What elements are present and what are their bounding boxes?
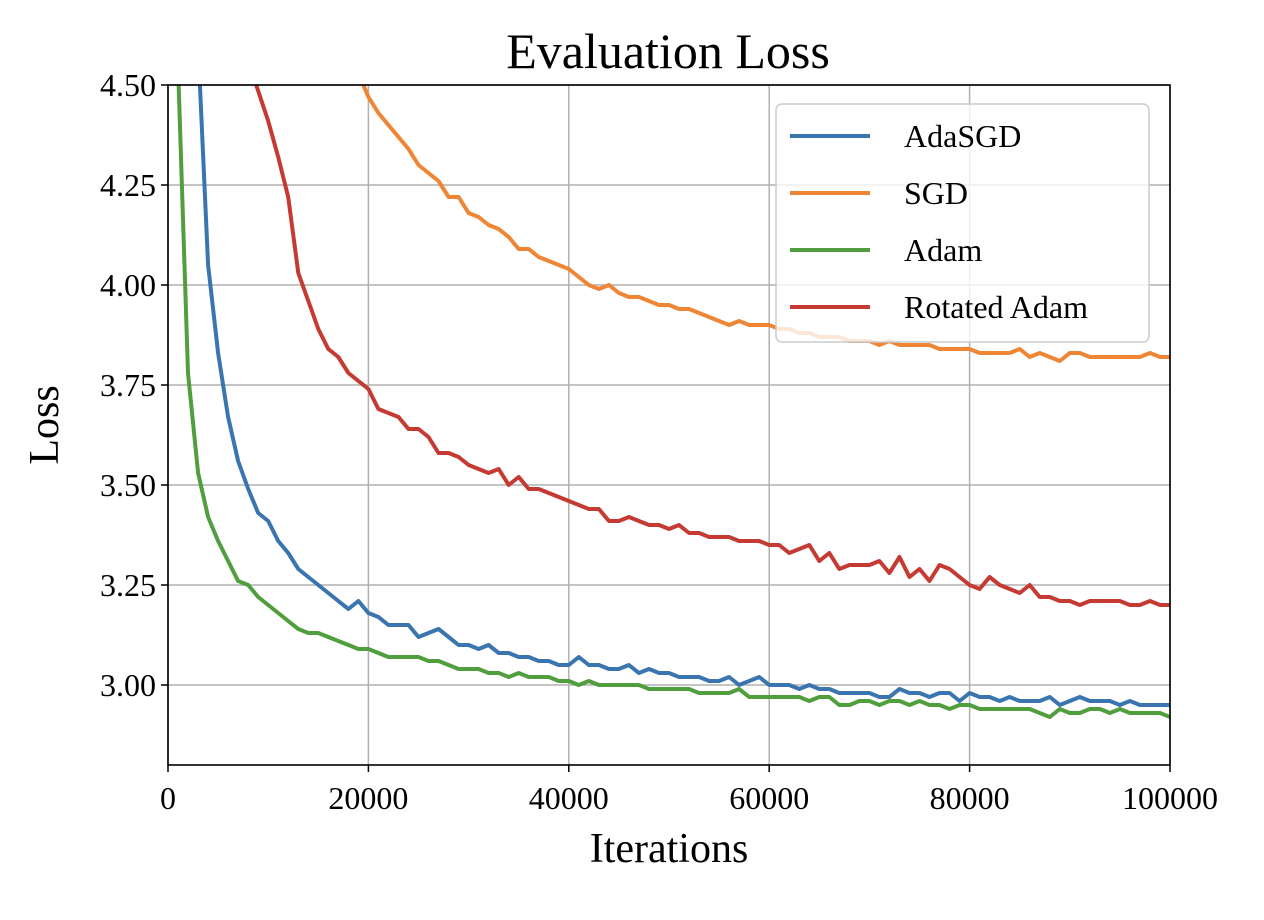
y-tick-label: 3.75	[100, 367, 156, 403]
y-tick-label: 3.25	[100, 567, 156, 603]
series-line-rotated-adam	[254, 85, 1170, 607]
legend-box	[775, 103, 1150, 343]
y-tick-label: 4.50	[100, 67, 156, 103]
x-axis-label: Iterations	[590, 826, 749, 872]
x-tick-label: 100000	[1122, 780, 1218, 816]
chart-title: Evaluation Loss	[506, 23, 830, 79]
legend-label-adam: Adam	[904, 232, 982, 268]
x-tick-label: 20000	[328, 780, 408, 816]
y-tick-label: 3.00	[100, 667, 156, 703]
y-tick-label: 3.50	[100, 467, 156, 503]
y-tick-label: 4.25	[100, 167, 156, 203]
series-layer	[176, 85, 1170, 720]
legend: AdaSGD SGD Adam Rotated Adam	[775, 103, 1150, 343]
series-line-adam	[176, 85, 1170, 720]
x-tick-label: 0	[160, 780, 176, 816]
x-tick-label: 80000	[930, 780, 1010, 816]
series-line-sgd	[361, 85, 1170, 363]
x-tick-label: 40000	[529, 780, 609, 816]
y-tick-label: 4.00	[100, 267, 156, 303]
legend-label-adasgd: AdaSGD	[904, 118, 1021, 154]
y-axis-ticks: 3.00 3.25 3.50 3.75 4.00 4.25 4.50	[100, 67, 168, 703]
legend-label-sgd: SGD	[904, 175, 968, 211]
legend-label-rotated-adam: Rotated Adam	[904, 289, 1088, 325]
plot-frame	[167, 84, 1171, 766]
x-tick-label: 60000	[729, 780, 809, 816]
y-axis-label: Loss	[22, 385, 68, 464]
x-axis-ticks: 0 20000 40000 60000 80000 100000	[160, 765, 1218, 816]
plot-area	[176, 85, 1170, 720]
series-line-adasgd	[197, 85, 1170, 707]
